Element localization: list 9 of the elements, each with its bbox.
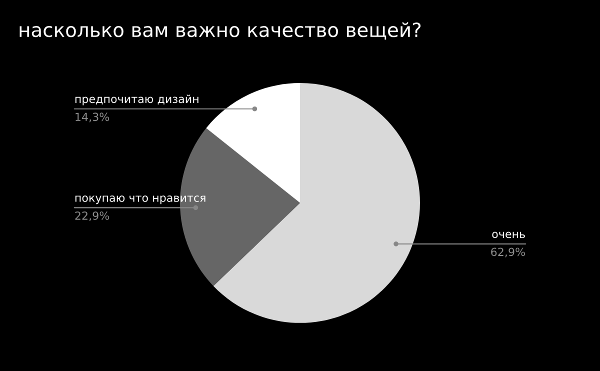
pie-slice: [213, 82, 420, 323]
slice-label: очень: [492, 232, 525, 238]
slice-label: покупаю что нравится: [75, 196, 206, 204]
data-label: 14,3%: [76, 112, 110, 122]
slice-label: предпочитаю дизайн: [75, 94, 198, 106]
data-label: 22,9%: [75, 211, 110, 222]
pie-slice: [206, 82, 300, 203]
data-label: 62,9%: [491, 248, 525, 258]
chart-title: насколько вам важно качество вещей?: [20, 22, 421, 40]
